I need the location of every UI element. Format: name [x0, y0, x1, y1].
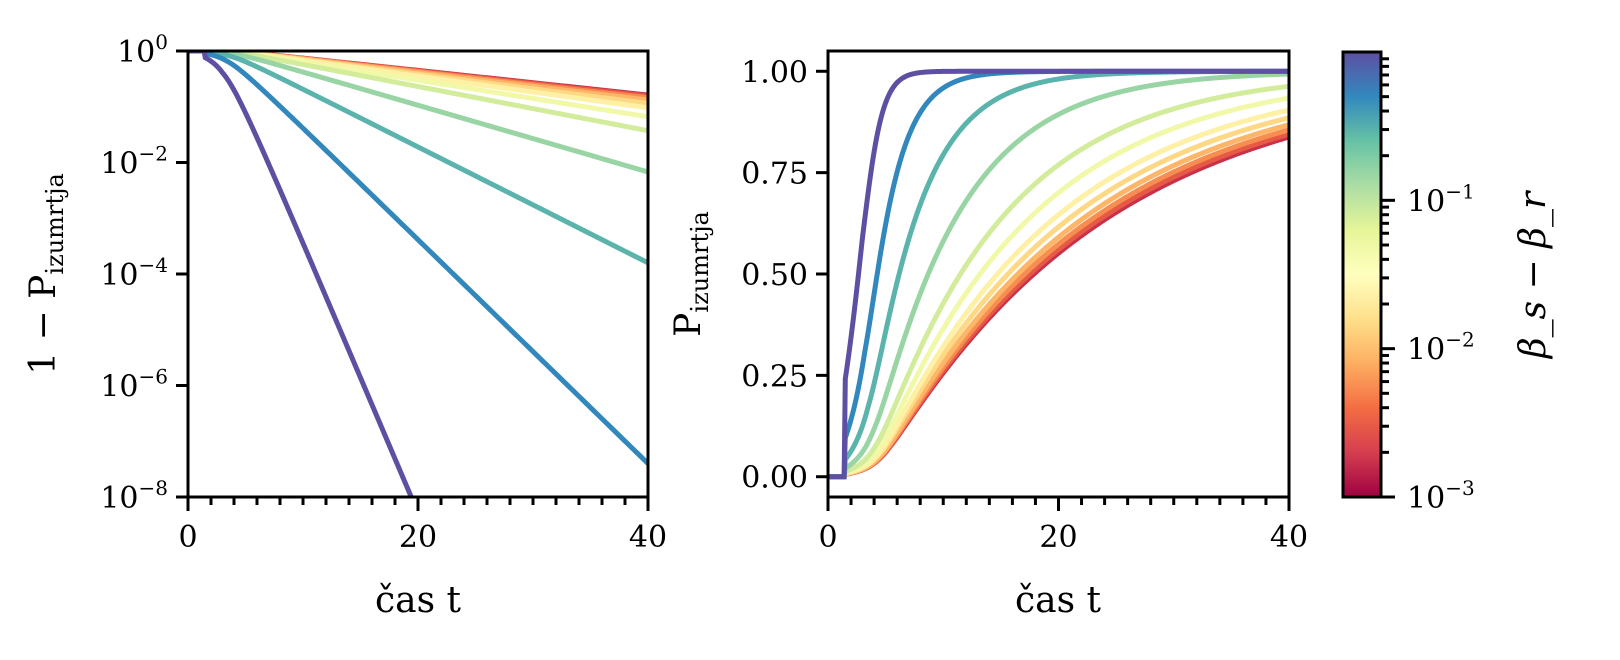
right-series-line-5 — [828, 95, 1289, 480]
left-series-group — [188, 51, 648, 497]
left-y-tick-label: 10−8 — [100, 476, 168, 516]
svg-text:Pizumrtja: Pizumrtja — [668, 211, 714, 337]
left-x-tick-label: 40 — [629, 520, 667, 555]
right-series-line-8 — [828, 122, 1289, 480]
left-x-tick-label: 20 — [399, 520, 437, 555]
right-ylabel-sub: izumrtja — [686, 211, 714, 312]
colorbar-gradient — [1341, 50, 1383, 499]
right-y-tick-label: 0.50 — [741, 258, 808, 293]
left-y-tick-label: 10−6 — [100, 365, 168, 405]
left-ylabel-main: 1 − P — [23, 275, 64, 375]
left-y-tick-label: 100 — [117, 30, 168, 70]
colorbar-ticks: 10−3 10−2 10−1 — [1381, 57, 1475, 516]
right-y-axis-title: Pizumrtja — [668, 211, 714, 337]
right-y-tick-label: 0.25 — [741, 359, 808, 394]
colorbar-label: β_s − β_r — [1513, 190, 1554, 360]
right-y-tick-label: 0.75 — [741, 157, 808, 192]
colorbar-tick-label: 10−3 — [1407, 476, 1475, 516]
right-series-line-3 — [828, 71, 1289, 480]
right-ylabel-main: P — [668, 313, 709, 337]
left-x-tick-label: 0 — [178, 520, 197, 555]
svg-text:β_s − β_r: β_s − β_r — [1513, 190, 1554, 360]
svg-text:1 − Pizumrtja: 1 − Pizumrtja — [23, 173, 69, 375]
colorbar-tick-label: 10−2 — [1407, 328, 1475, 368]
right-x-tick-label: 0 — [818, 520, 837, 555]
right-x-axis-title: čas t — [1015, 580, 1102, 621]
colorbar: 10−3 10−2 10−1 β_s − β_r — [1341, 50, 1554, 516]
right-y-tick-label: 1.00 — [741, 55, 808, 90]
left-series-line-1 — [188, 51, 648, 466]
right-ticks: 0 20 40 0.00 0.25 0.50 0.75 1.00 — [741, 55, 1308, 555]
left-y-tick-label: 10−2 — [100, 142, 168, 182]
left-ticks: 0 20 40 100 10−2 10−4 10−6 10−8 — [100, 30, 667, 555]
right-series-line-4 — [828, 83, 1289, 480]
right-series-group — [828, 68, 1289, 480]
right-series-line-0 — [828, 68, 1289, 480]
left-series-line-4 — [188, 51, 648, 134]
left-y-tick-label: 10−4 — [100, 253, 168, 293]
right-series-line-6 — [828, 107, 1289, 480]
left-ylabel-sub: izumrtja — [41, 173, 69, 274]
colorbar-tick-label: 10−1 — [1407, 179, 1475, 219]
left-series-line-3 — [188, 51, 648, 175]
left-series-line-0 — [188, 51, 414, 497]
right-plot: 0 20 40 0.00 0.25 0.50 0.75 1.00 čas t Pizumrtj… — [668, 49, 1308, 621]
right-y-tick-label: 0.00 — [741, 461, 808, 496]
left-plot: 0 20 40 100 10−2 10−4 10−6 10−8 čas t 1 − Pizum… — [23, 30, 667, 621]
left-series-line-2 — [188, 51, 648, 266]
left-y-axis-title: 1 − Pizumrtja — [23, 173, 69, 375]
right-x-tick-label: 20 — [1039, 520, 1077, 555]
right-x-tick-label: 40 — [1270, 520, 1308, 555]
left-x-axis-title: čas t — [375, 580, 462, 621]
